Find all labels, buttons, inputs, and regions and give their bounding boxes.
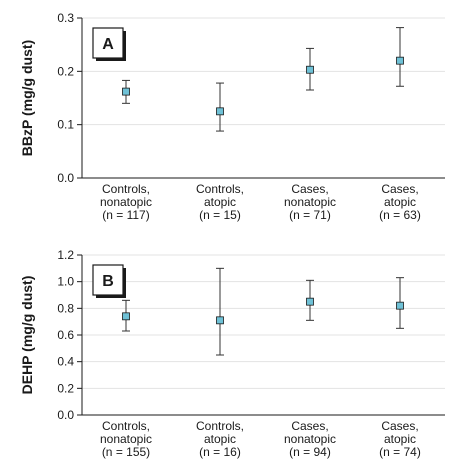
category-label: atopic <box>384 432 416 446</box>
category-label: nonatopic <box>284 432 336 446</box>
data-point <box>122 87 130 96</box>
y-tick-label: 0.2 <box>57 64 74 78</box>
data-point <box>216 107 224 116</box>
y-axis-label: DEHP (mg/g dust) <box>19 276 35 395</box>
category-label: Cases, <box>381 419 418 433</box>
panel-b: 0.0 0.2 0.4 0.6 0.8 1.0 1.2 DEHP (mg/g dust) B Co… <box>19 248 445 459</box>
panel-label: B <box>102 273 114 290</box>
data-point <box>396 56 404 65</box>
y-tick-label: 0.0 <box>57 171 74 185</box>
category-label: Cases, <box>291 419 328 433</box>
category-label: Cases, <box>291 182 328 196</box>
y-tick-label: 0.0 <box>57 408 74 422</box>
y-axis-label: BBzP (mg/g dust) <box>19 40 35 156</box>
y-tick-label: 0.4 <box>57 355 74 369</box>
category-label: (n = 74) <box>379 445 421 459</box>
panel-label: A <box>102 36 114 53</box>
category-label: (n = 71) <box>289 208 331 222</box>
y-tick-label: 1.0 <box>57 275 74 289</box>
category-label: (n = 117) <box>102 208 149 222</box>
y-tick-label: 0.6 <box>57 328 74 342</box>
y-tick-label: 0.8 <box>57 301 74 315</box>
category-label: (n = 63) <box>379 208 421 222</box>
data-point <box>306 65 314 74</box>
category-label: (n = 16) <box>199 445 241 459</box>
category-label: (n = 15) <box>199 208 241 222</box>
category-label: Controls, <box>196 419 244 433</box>
y-tick-label: 0.1 <box>57 118 74 132</box>
y-tick-label: 0.2 <box>57 381 74 395</box>
category-label: atopic <box>384 195 416 209</box>
data-point <box>216 316 224 325</box>
category-label: (n = 155) <box>102 445 150 459</box>
category-label: nonatopic <box>100 195 152 209</box>
category-label: (n = 94) <box>289 445 331 459</box>
category-label: Controls, <box>102 419 150 433</box>
category-label: Controls, <box>196 182 244 196</box>
panel-label-box <box>92 264 124 296</box>
y-tick-label: 1.2 <box>57 248 74 262</box>
category-label: Cases, <box>381 182 418 196</box>
category-label: nonatopic <box>100 432 152 446</box>
data-point <box>306 297 314 306</box>
category-label: atopic <box>204 195 236 209</box>
category-label: atopic <box>204 432 236 446</box>
category-label: nonatopic <box>284 195 336 209</box>
data-point <box>396 301 404 310</box>
y-tick-label: 0.3 <box>57 11 74 25</box>
category-label: Controls, <box>102 182 150 196</box>
panel-label-box <box>92 27 124 59</box>
data-point <box>122 312 130 321</box>
